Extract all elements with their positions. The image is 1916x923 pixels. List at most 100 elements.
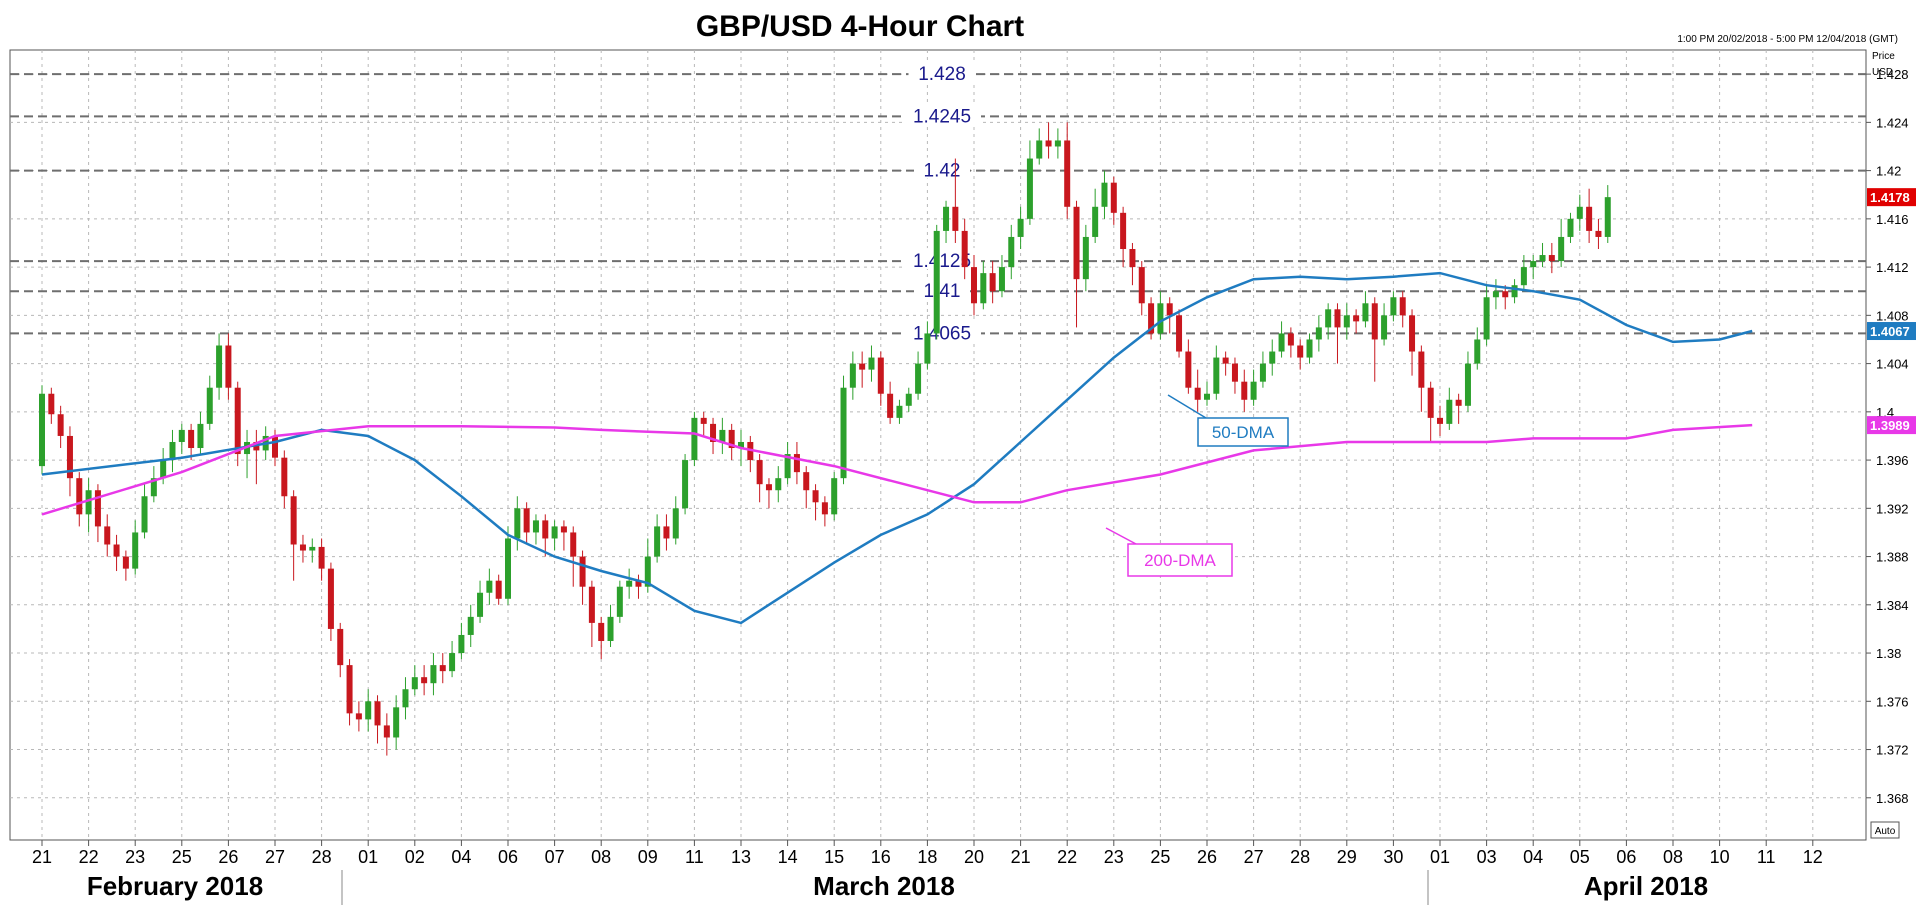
y-tick-label: 1.42 <box>1876 164 1901 179</box>
x-tick-label: 16 <box>871 847 891 867</box>
x-tick-label: 10 <box>1710 847 1730 867</box>
candle-body <box>1306 339 1313 358</box>
candle-body <box>346 665 353 714</box>
candle-body <box>281 457 288 497</box>
auto-scale-button[interactable] <box>1870 821 1900 839</box>
candle-body <box>1026 158 1033 219</box>
x-tick-label: 01 <box>1430 847 1450 867</box>
price-tag-bg <box>1867 188 1916 207</box>
candle-body <box>383 725 390 738</box>
x-tick-label: 02 <box>405 847 425 867</box>
candle-body <box>616 586 623 617</box>
candle-body <box>579 556 586 587</box>
candle-body <box>831 478 838 515</box>
candle-body <box>1325 309 1332 328</box>
candle-body <box>1278 333 1285 352</box>
candle-body <box>1269 351 1276 364</box>
candle-body <box>1138 267 1145 304</box>
candle-body <box>672 508 679 539</box>
x-tick-label: 25 <box>1150 847 1170 867</box>
candle-body <box>943 206 950 231</box>
candle-body <box>234 387 241 455</box>
candle-body <box>178 429 185 442</box>
candle-body <box>1204 393 1210 400</box>
x-tick-label: 23 <box>1104 847 1124 867</box>
x-tick-label: 22 <box>79 847 99 867</box>
x-tick-label: 26 <box>218 847 238 867</box>
candle-body <box>1315 327 1322 340</box>
candle-body <box>1213 357 1220 394</box>
candle-body <box>915 363 922 394</box>
candle-body <box>1334 309 1341 328</box>
x-tick-label: 20 <box>964 847 984 867</box>
month-label: February 2018 <box>87 871 263 901</box>
candle-body <box>887 393 894 418</box>
candle-body <box>393 707 400 738</box>
x-tick-label: 06 <box>498 847 518 867</box>
x-tick-label: 01 <box>358 847 378 867</box>
candle-body <box>1520 267 1527 286</box>
candle-body <box>812 490 819 503</box>
x-tick-label: 09 <box>638 847 658 867</box>
candle-body <box>1492 291 1499 298</box>
candle-body <box>1073 206 1080 280</box>
candle-body <box>840 387 847 479</box>
candle-body <box>877 357 884 394</box>
candle-body <box>1390 297 1397 316</box>
candle-body <box>1054 140 1061 147</box>
chart-title: GBP/USD 4-Hour Chart <box>696 10 1024 43</box>
candle-body <box>868 357 875 370</box>
candle-body <box>710 423 717 442</box>
candle-body <box>1399 297 1406 316</box>
candle-body <box>1511 285 1518 298</box>
callout-leader <box>1105 527 1137 545</box>
candle-body <box>1567 218 1574 237</box>
candle-body <box>1129 249 1136 268</box>
level-label-bg <box>908 61 976 83</box>
candle-body <box>439 665 446 672</box>
x-tick-label: 13 <box>731 847 751 867</box>
x-tick-label: 27 <box>265 847 285 867</box>
candle-body <box>76 478 83 515</box>
candle-body <box>1166 303 1173 316</box>
level-label: 1.42 <box>924 161 961 182</box>
candle-body <box>1082 236 1089 280</box>
candle-body <box>411 677 418 690</box>
candle-body <box>793 454 800 473</box>
candle-body <box>1343 315 1350 328</box>
candle-body <box>980 273 987 304</box>
candle-body <box>588 586 595 623</box>
candle-body <box>1502 291 1509 298</box>
month-label: April 2018 <box>1584 871 1708 901</box>
price-tags: 1.4178 1.4067 1.3989 <box>1867 188 1916 435</box>
candle-body <box>691 417 698 461</box>
y-axis: 1.4281.4241.421.4161.4121.4081.4041.41.3… <box>1866 67 1909 806</box>
ma-line <box>41 423 1753 516</box>
y-tick-label: 1.368 <box>1876 791 1909 806</box>
x-tick-label: 18 <box>917 847 937 867</box>
callout-label: 50-DMA <box>1212 423 1275 442</box>
y-axis-unit: USD <box>1872 67 1893 78</box>
candles <box>39 122 1611 756</box>
candle-body <box>598 622 605 641</box>
candle-body <box>933 230 940 334</box>
callout-label: 200-DMA <box>1144 551 1216 570</box>
candle-body <box>141 496 148 533</box>
x-tick-label: 15 <box>824 847 844 867</box>
candle-body <box>607 616 614 641</box>
level-label-bg <box>903 320 981 342</box>
candle-body <box>626 580 633 587</box>
candle-body <box>765 484 772 491</box>
candle-body <box>486 580 493 593</box>
candle-body <box>1362 303 1369 322</box>
y-tick-label: 1.376 <box>1876 694 1909 709</box>
candle-body <box>1371 303 1378 340</box>
candle-body <box>514 508 521 539</box>
callout-box <box>1127 543 1233 577</box>
y-tick-label: 1.384 <box>1876 598 1909 613</box>
y-tick-label: 1.396 <box>1876 453 1909 468</box>
x-axis: 21 22 23 25 26 27 28 01 02 04 06 07 08 09 11 13 14 15 16 18… <box>32 840 1823 905</box>
candle-body <box>635 580 642 587</box>
level-label-bg <box>903 103 981 125</box>
candle-body <box>1110 182 1117 213</box>
